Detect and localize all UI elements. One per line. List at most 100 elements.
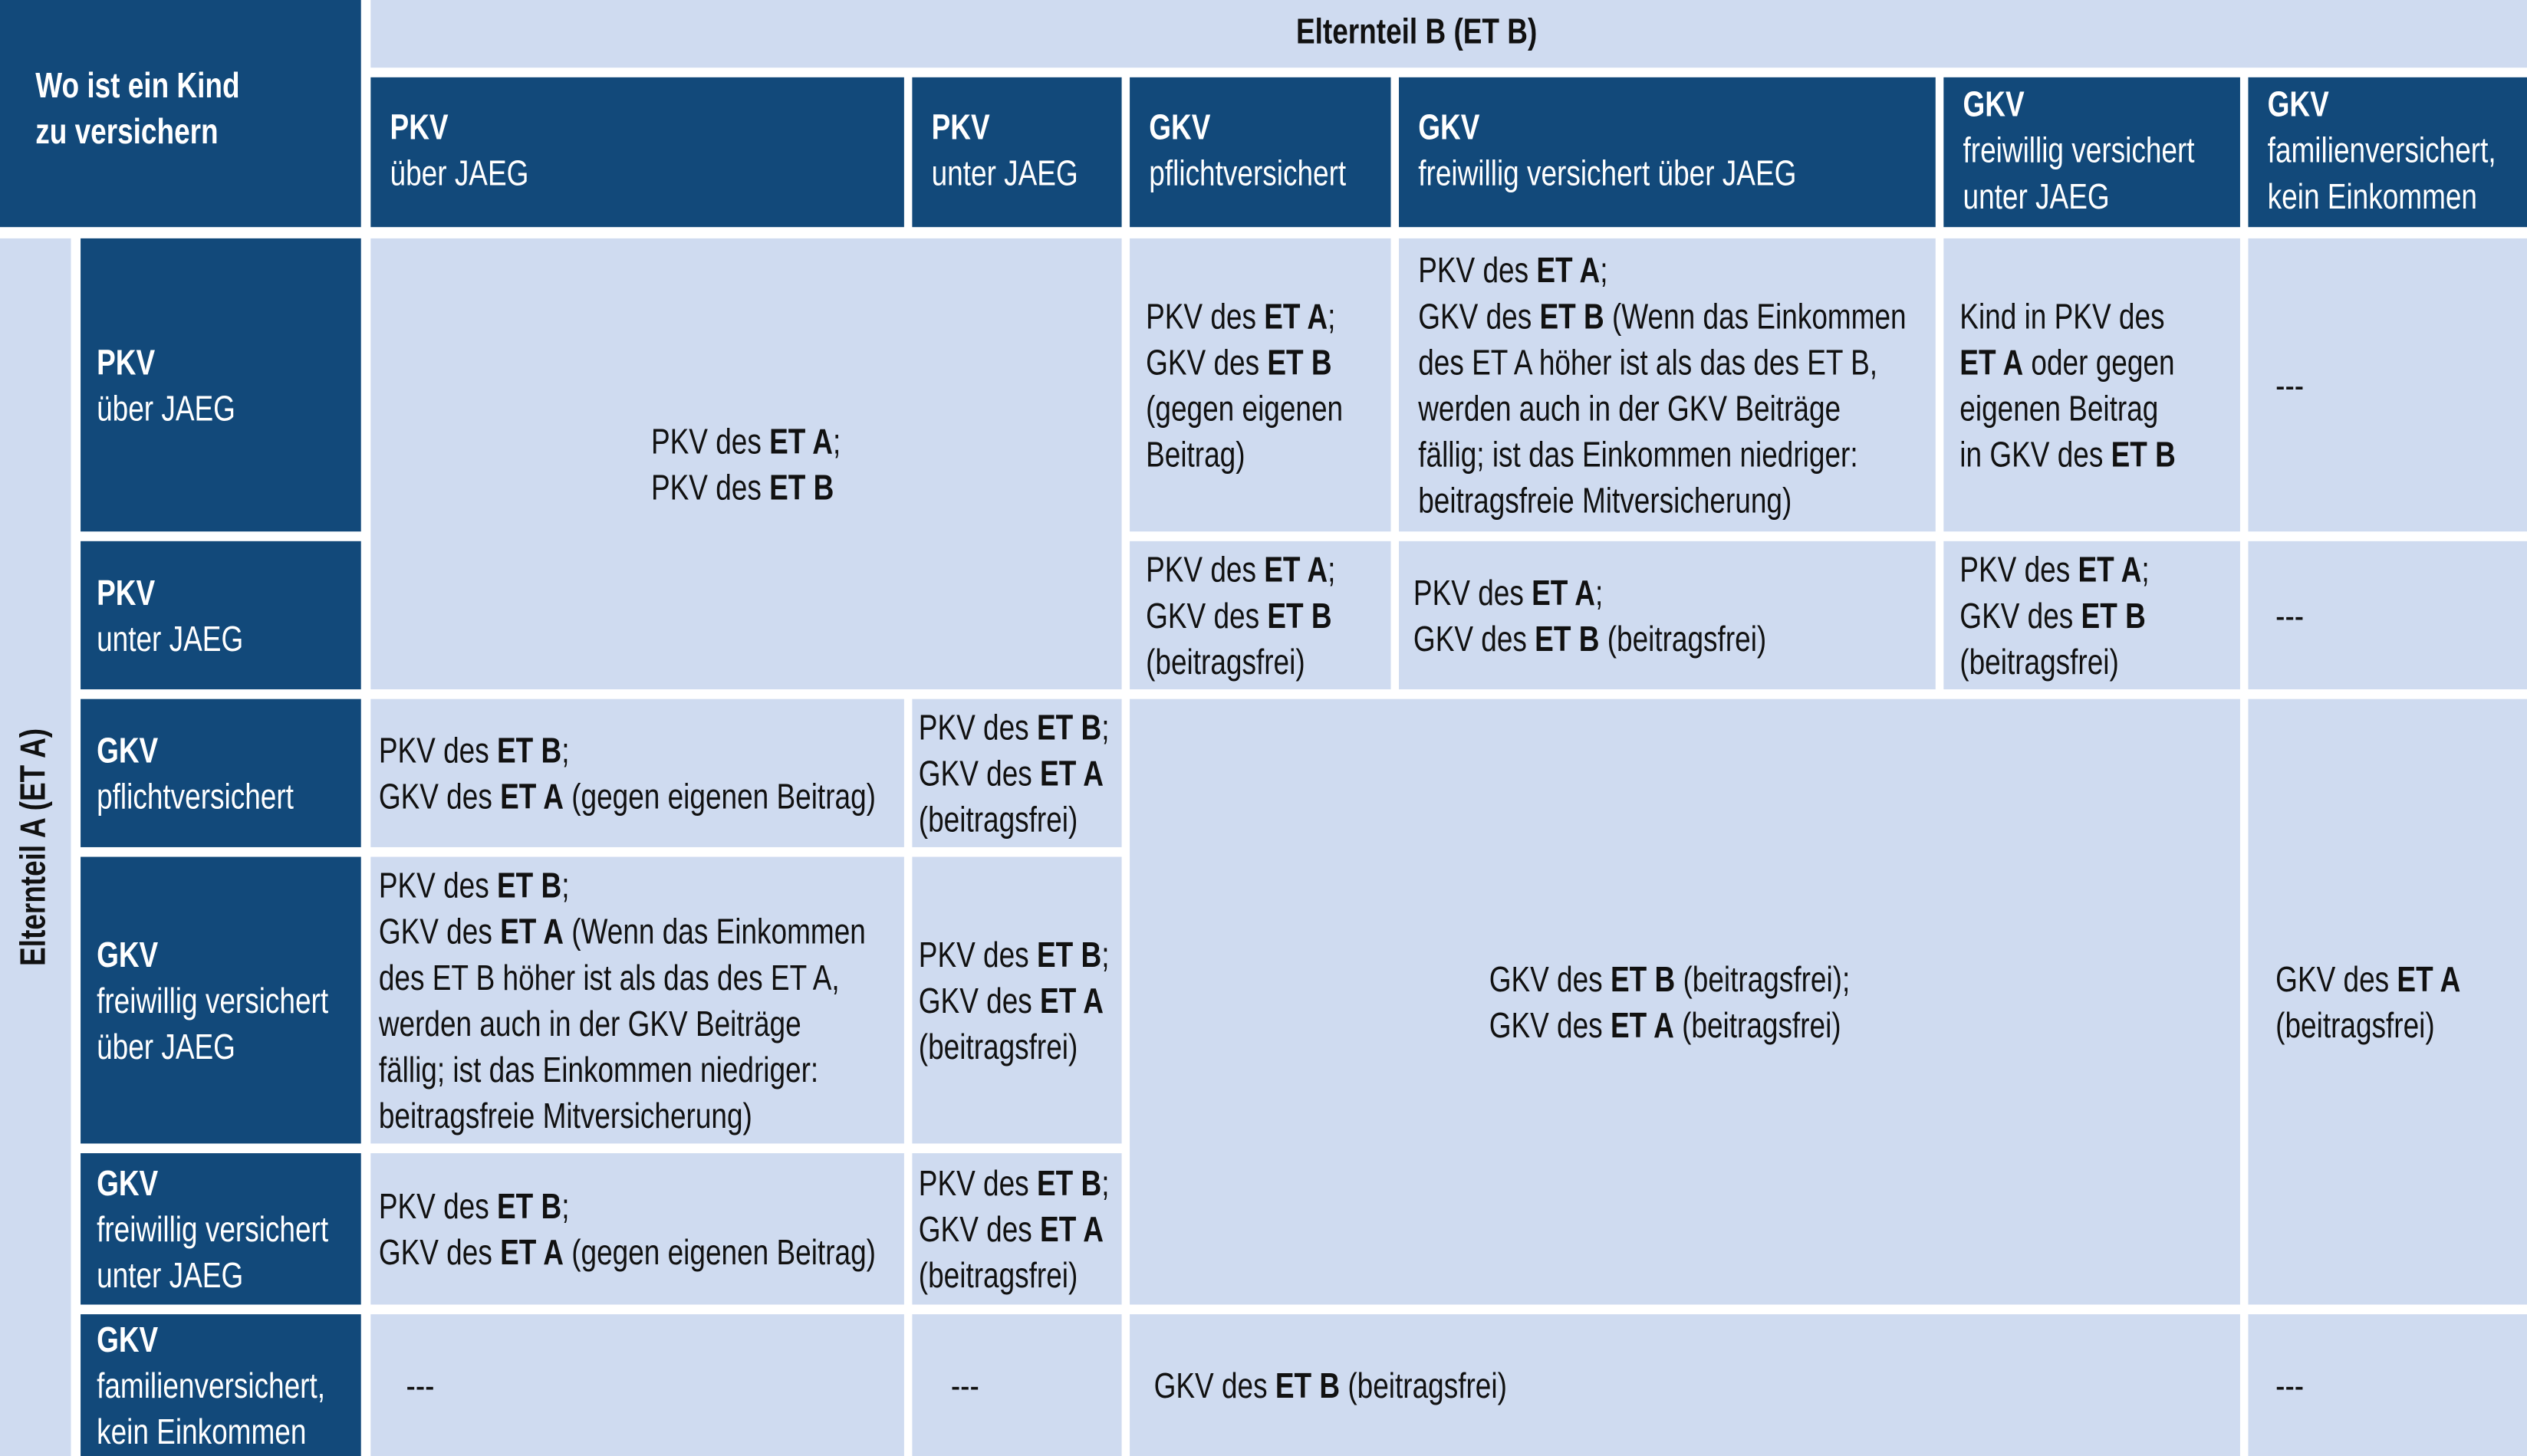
corner-text: Wo ist ein Kind <box>35 65 239 105</box>
cell-text: GKV des ET A <box>919 981 1104 1021</box>
text-run: freiwillig versichert <box>97 981 328 1021</box>
body-cell <box>370 1314 904 1456</box>
text-run: ; <box>1328 296 1335 336</box>
text-run: GKV <box>1963 84 2025 124</box>
text-run: des ET B höher ist als das des ET A, <box>379 958 840 998</box>
text-run: PKV des <box>379 731 497 771</box>
row-header-text: freiwillig versichert <box>97 981 328 1021</box>
text-run: kein Einkommen <box>2268 176 2477 216</box>
text-run: über JAEG <box>97 1027 235 1067</box>
text-run: ; <box>1600 250 1607 290</box>
text-run: ET A <box>1536 250 1600 290</box>
text-run: ET B <box>1275 1366 1340 1405</box>
column-header-text: GKV <box>1149 107 1210 147</box>
text-run: PKV des <box>379 866 497 905</box>
text-run: unter JAEG <box>1963 176 2110 216</box>
text-run: GKV des <box>1489 959 1611 999</box>
column-header-cell <box>1943 77 2240 228</box>
text-run: (beitragsfrei) <box>1146 642 1305 682</box>
text-run: ET B <box>497 731 561 771</box>
row-header-text: freiwillig versichert <box>97 1209 328 1249</box>
column-header-cell <box>1130 77 1391 228</box>
text-run: beitragsfreie Mitversicherung) <box>379 1096 752 1136</box>
text-run: ; <box>561 731 569 771</box>
column-header-text: GKV <box>1963 84 2025 124</box>
row-header-text: familienversichert, <box>97 1366 325 1405</box>
body-cell <box>370 856 904 1144</box>
text-run: (beitragsfrei) <box>1959 642 2119 682</box>
text-run: freiwillig versichert <box>1963 130 2195 170</box>
header-a: Elternteil A (ET A) <box>12 728 52 966</box>
cell-text: GKV des ET A <box>919 1209 1104 1249</box>
text-run: PKV des <box>1959 550 2078 590</box>
cell-text: PKV des ET A; <box>651 421 841 461</box>
text-run: GKV des <box>1418 296 1539 336</box>
row-header-cell <box>81 698 361 847</box>
text-run: --- <box>2275 366 2304 406</box>
cell-text: werden auch in der GKV Beiträge <box>1417 389 1841 429</box>
column-header-text: kein Einkommen <box>2268 176 2477 216</box>
column-header-text: unter JAEG <box>932 153 1078 193</box>
text-run: freiwillig versichert über JAEG <box>1418 153 1796 193</box>
column-header-text: PKV <box>390 107 449 147</box>
cell-text: des ET B höher ist als das des ET A, <box>379 958 840 998</box>
cell-text: in GKV des ET B <box>1959 435 2176 475</box>
text-run: GKV <box>97 731 158 771</box>
cell-text: (beitragsfrei) <box>1959 642 2119 682</box>
column-header-text: pflichtversichert <box>1149 153 1346 193</box>
text-run: familienversichert, <box>97 1366 325 1405</box>
cell-text: --- <box>2275 366 2304 406</box>
corner-text: zu versichern <box>35 111 218 151</box>
column-header-text: familienversichert, <box>2268 130 2496 170</box>
body-cell <box>1130 541 1391 690</box>
text-run: (gegen eigenen Beitrag) <box>564 777 876 817</box>
text-run: GKV des <box>1959 596 2081 636</box>
column-header-text: PKV <box>932 107 990 147</box>
text-run: des ET A höher ist als das des ET B, <box>1418 342 1877 382</box>
cell-text: GKV des ET A <box>919 754 1104 794</box>
row-header-text: kein Einkommen <box>97 1412 306 1451</box>
body-cell <box>1399 541 1936 690</box>
row-header-text: GKV <box>97 935 158 975</box>
text-run: (beitragsfrei) <box>2275 1005 2435 1045</box>
row-header-text: unter JAEG <box>97 619 243 659</box>
text-run: ; <box>1101 708 1109 748</box>
column-header-cell <box>2248 77 2527 228</box>
cell-text: --- <box>406 1366 435 1405</box>
text-run: ; <box>1101 1163 1109 1203</box>
text-run: --- <box>2275 596 2304 636</box>
cell-text: GKV des ET A (gegen eigenen Beitrag) <box>379 1232 876 1272</box>
text-run: ET B <box>1267 596 1331 636</box>
cell-text: GKV des ET B (beitragsfrei) <box>1413 619 1766 659</box>
column-header-text: unter JAEG <box>1963 176 2110 216</box>
text-run: werden auch in der GKV Beiträge <box>378 1004 801 1044</box>
text-run: ET B <box>497 866 561 905</box>
row-header-cell <box>81 238 361 532</box>
body-cell <box>1130 1314 2240 1456</box>
column-header-cell <box>1399 77 1936 228</box>
text-run: (beitragsfrei) <box>919 1255 1078 1295</box>
text-run: ET B <box>1611 959 1675 999</box>
cell-text: PKV des ET A; <box>1413 573 1603 613</box>
text-run: ET A <box>1611 1005 1674 1045</box>
text-run: familienversichert, <box>2268 130 2496 170</box>
text-run: zu versichern <box>35 111 218 151</box>
text-run: ET A <box>2078 550 2141 590</box>
body-cell <box>1130 698 2240 1305</box>
body-cell <box>1130 238 1391 532</box>
text-run: ; <box>1595 573 1603 613</box>
text-run: PKV des <box>919 708 1037 748</box>
text-run: fällig; ist das Einkommen niedriger: <box>1418 435 1857 475</box>
cell-text: fällig; ist das Einkommen niedriger: <box>1418 435 1857 475</box>
column-header-cell <box>912 77 1122 228</box>
text-run: ET A <box>2397 959 2460 999</box>
text-run: (beitragsfrei) <box>1599 619 1766 659</box>
text-run: PKV <box>97 573 155 613</box>
text-run: ; <box>561 866 569 905</box>
cell-text: GKV des ET B (beitragsfrei); <box>1489 959 1851 999</box>
column-header-text: GKV <box>1418 107 1479 147</box>
text-run: PKV des <box>919 1163 1037 1203</box>
text-run: PKV <box>390 107 449 147</box>
text-run: (beitragsfrei); <box>1675 959 1850 999</box>
